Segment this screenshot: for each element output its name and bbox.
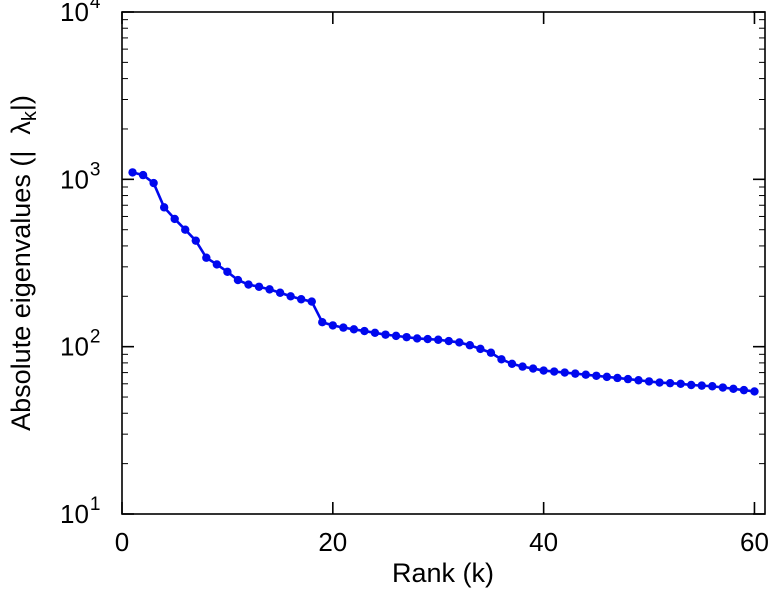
data-point	[497, 355, 506, 364]
data-point	[634, 376, 643, 385]
data-point	[476, 344, 485, 354]
data-point	[718, 383, 728, 392]
data-point	[128, 168, 137, 177]
data-point	[349, 325, 359, 334]
x-tick-label: 60	[740, 527, 769, 557]
data-point	[318, 318, 327, 327]
data-point	[708, 382, 717, 391]
data-point	[370, 328, 380, 338]
data-point	[465, 341, 475, 350]
data-point	[412, 334, 422, 343]
x-tick-label: 40	[529, 527, 558, 557]
data-point	[244, 280, 253, 289]
data-point	[170, 214, 179, 224]
data-point	[750, 387, 759, 396]
data-point	[181, 225, 190, 234]
data-point	[434, 335, 443, 344]
data-point	[339, 323, 348, 332]
data-point	[381, 330, 390, 339]
data-point	[528, 364, 538, 373]
data-point	[665, 378, 675, 388]
data-point	[560, 368, 569, 377]
data-point	[296, 295, 306, 304]
data-point	[549, 367, 559, 376]
y-axis-label-suffix: |)	[5, 95, 36, 112]
data-point	[233, 275, 243, 285]
data-point	[212, 260, 222, 269]
data-point	[676, 379, 685, 388]
data-point	[518, 362, 527, 371]
data-point	[655, 378, 664, 387]
data-point	[149, 178, 158, 188]
data-point	[687, 380, 696, 390]
data-point	[223, 267, 232, 277]
data-point	[729, 384, 738, 394]
data-point	[571, 369, 580, 378]
data-point	[486, 348, 496, 357]
plot-box	[121, 11, 766, 515]
data-point	[697, 381, 706, 390]
y-tick-label: 101	[60, 494, 101, 529]
data-point	[592, 371, 601, 380]
x-tick-label: 20	[318, 527, 347, 557]
data-point	[307, 297, 316, 306]
data-point	[644, 377, 654, 386]
lambda-symbol: λ	[5, 121, 36, 135]
y-axis-label: Absolute eigenvalues (| λk|)	[6, 95, 42, 431]
data-point	[328, 321, 338, 330]
data-point	[507, 359, 517, 368]
data-point	[581, 370, 591, 379]
x-axis-label: Rank (k)	[391, 558, 495, 588]
data-point	[623, 374, 633, 384]
data-line	[131, 171, 756, 393]
x-tick-label: 0	[115, 527, 129, 557]
lambda-subscript: k	[19, 111, 42, 122]
data-point	[423, 334, 432, 344]
data-point	[444, 336, 453, 346]
y-tick-label: 104	[60, 0, 101, 27]
data-point	[265, 285, 274, 294]
data-point	[739, 385, 749, 395]
data-point	[202, 253, 211, 262]
data-point	[613, 373, 622, 383]
data-point	[159, 203, 169, 212]
data-point	[360, 326, 369, 336]
data-point	[254, 282, 264, 291]
data-point	[286, 292, 295, 301]
data-point	[402, 332, 411, 342]
data-point	[138, 170, 148, 180]
data-point	[391, 331, 401, 341]
data-point	[602, 372, 612, 382]
data-point	[539, 366, 548, 375]
y-tick-label: 102	[60, 327, 101, 362]
data-point	[275, 288, 285, 297]
y-tick-label: 103	[60, 159, 101, 194]
data-point	[191, 236, 200, 245]
data-point	[455, 338, 464, 347]
y-axis-label-prefix: Absolute eigenvalues (|	[5, 150, 36, 431]
